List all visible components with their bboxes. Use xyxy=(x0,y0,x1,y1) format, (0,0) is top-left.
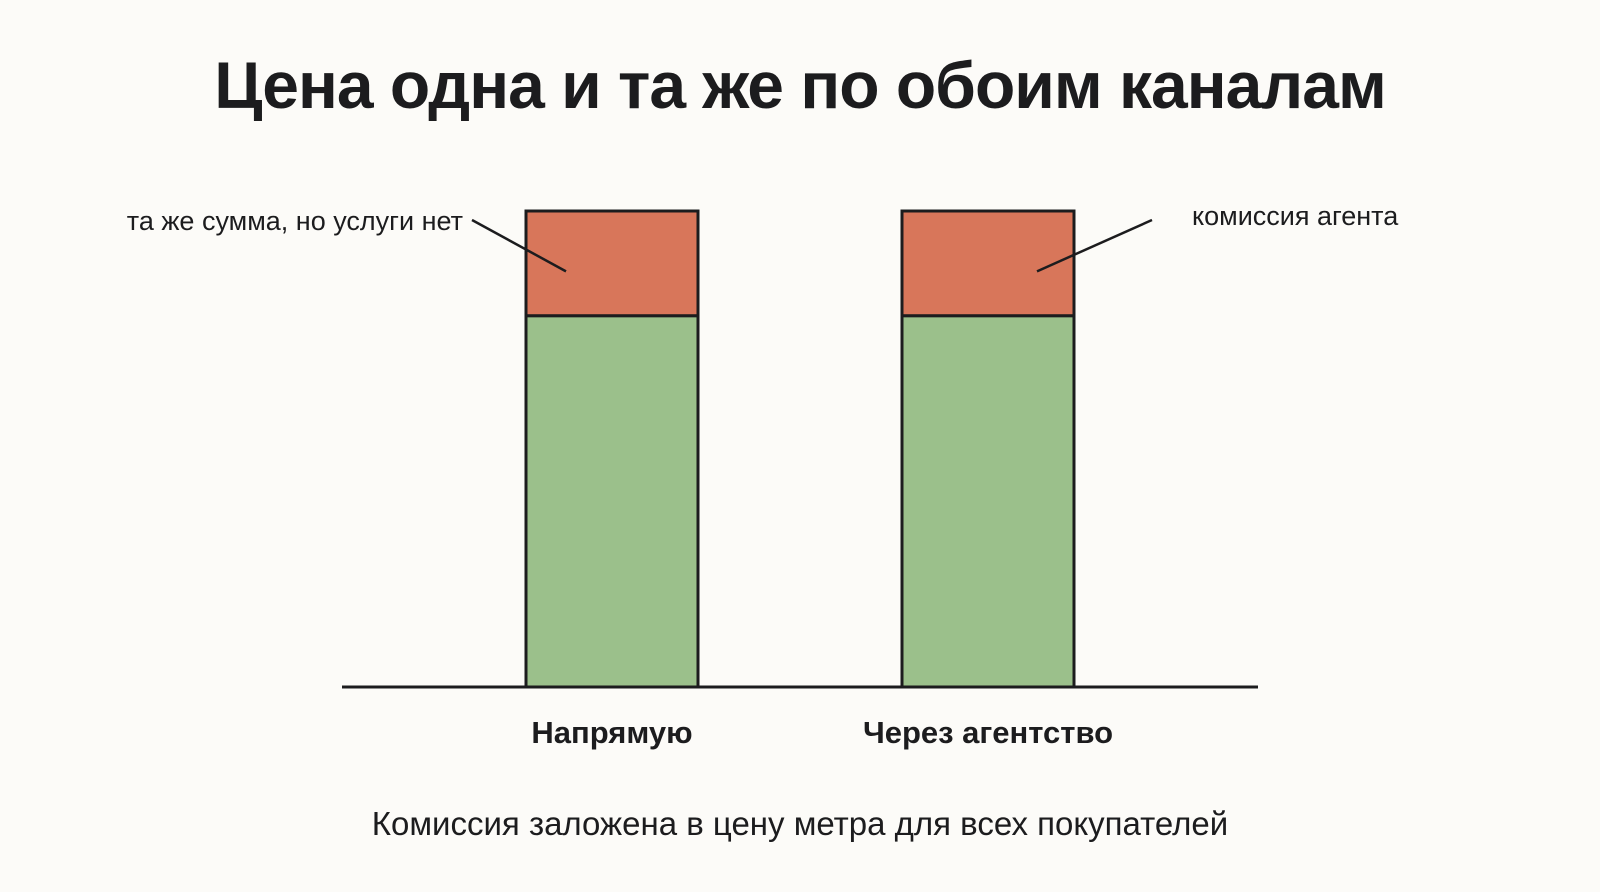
page-title: Цена одна и та же по обоим каналам xyxy=(214,48,1387,122)
bar-segment-0-0 xyxy=(524,314,700,689)
annotation-leader-line-0 xyxy=(471,218,567,273)
category-label: Напрямую xyxy=(531,715,692,750)
annotation-label-0: та же сумма, но услуги нет xyxy=(127,206,463,236)
bar-segment-1-0 xyxy=(900,314,1076,689)
chart-caption: Комиссия заложена в цену метра для всех … xyxy=(371,805,1229,842)
bar-segment-0-1 xyxy=(524,209,700,318)
annotation-leader-line-1 xyxy=(1036,218,1153,273)
bar-segment-1-1 xyxy=(900,209,1076,318)
annotation-label-1: комиссия агента xyxy=(1192,201,1399,231)
category-label: Через агентство xyxy=(863,715,1113,750)
